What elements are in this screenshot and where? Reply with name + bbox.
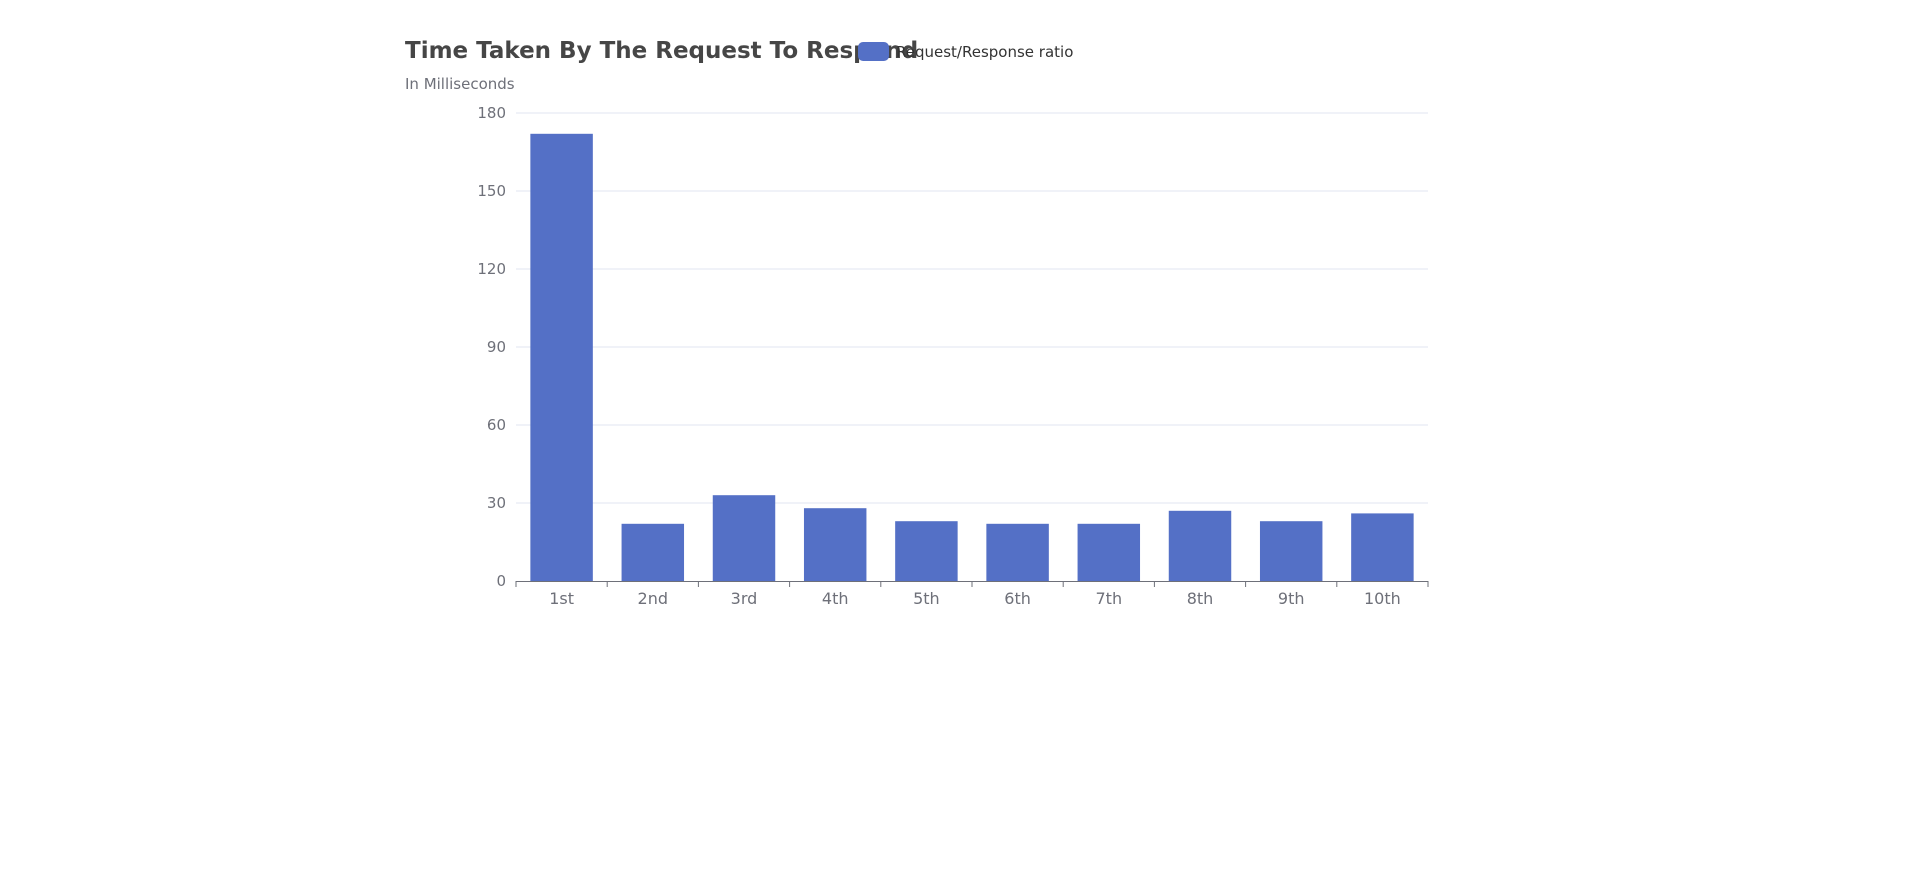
- x-tick-label: 9th: [1278, 589, 1305, 608]
- bar-7th[interactable]: [1077, 523, 1141, 581]
- y-tick-label: 180: [477, 104, 506, 122]
- x-tick-label: 5th: [913, 589, 940, 608]
- y-tick-label: 60: [487, 416, 506, 434]
- bars: [530, 133, 1414, 582]
- bar-6th[interactable]: [986, 523, 1049, 581]
- bar-9th[interactable]: [1259, 521, 1323, 581]
- y-axis: 0 30 60 90 120 150 180: [477, 104, 506, 590]
- bar-4th[interactable]: [803, 508, 867, 581]
- y-tick-label: 120: [477, 260, 506, 278]
- bar-5th[interactable]: [895, 521, 958, 581]
- x-axis: 1st 2nd 3rd 4th 5th 6th 7th 8th 9th 10th: [515, 581, 1429, 608]
- chart-title: Time Taken By The Request To Respond: [405, 38, 919, 64]
- x-tick-label: 2nd: [638, 589, 668, 608]
- bar-1st[interactable]: [530, 133, 593, 582]
- bar-2nd[interactable]: [621, 523, 685, 581]
- x-tick-label: 10th: [1364, 589, 1401, 608]
- grid-lines: [516, 112, 1428, 504]
- y-tick-label: 0: [496, 572, 506, 590]
- x-tick-label: 7th: [1096, 589, 1123, 608]
- x-tick-label: 3rd: [731, 589, 758, 608]
- bar-8th[interactable]: [1168, 510, 1232, 581]
- x-tick-label: 4th: [822, 589, 849, 608]
- x-tick-label: 6th: [1004, 589, 1031, 608]
- legend-swatch[interactable]: [858, 42, 889, 61]
- x-tick-label: 8th: [1187, 589, 1214, 608]
- y-tick-label: 90: [487, 338, 506, 356]
- chart-subtitle: In Milliseconds: [405, 75, 515, 93]
- x-tick-label: 1st: [549, 589, 574, 608]
- bar-10th[interactable]: [1351, 513, 1414, 581]
- y-tick-label: 30: [487, 494, 506, 512]
- y-tick-label: 150: [477, 182, 506, 200]
- legend-label[interactable]: Request/Response ratio: [896, 42, 1074, 61]
- bar-3rd[interactable]: [712, 495, 776, 581]
- chart-legend[interactable]: Request/Response ratio: [858, 42, 1073, 61]
